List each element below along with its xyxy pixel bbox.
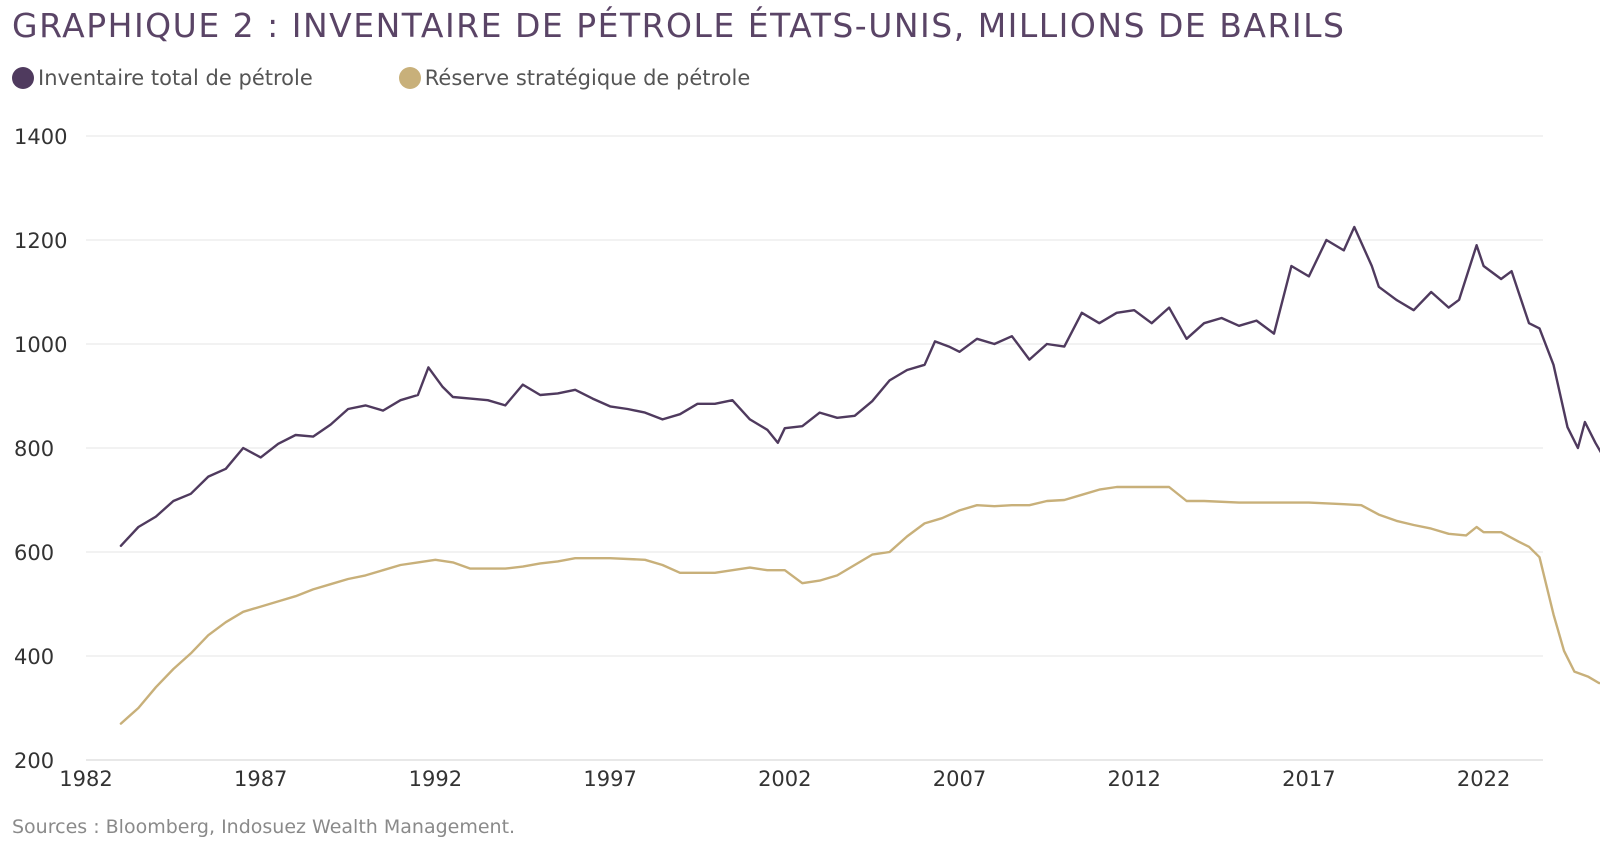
x-tick-label-2007: 2007 <box>933 767 986 791</box>
y-tick-label-1400: 1400 <box>14 125 67 149</box>
y-tick-label-1000: 1000 <box>14 333 67 357</box>
source-note: Sources : Bloomberg, Indosuez Wealth Man… <box>12 816 516 838</box>
y-tick-label-400: 400 <box>14 645 54 669</box>
x-tick-label-2017: 2017 <box>1282 767 1335 791</box>
x-tick-label-1982: 1982 <box>59 767 112 791</box>
legend: Inventaire total de pétrole Réserve stra… <box>12 66 836 90</box>
legend-swatch-total <box>12 67 34 89</box>
x-tick-label-1987: 1987 <box>234 767 287 791</box>
y-tick-label-800: 800 <box>14 437 54 461</box>
legend-swatch-strategic <box>398 67 421 89</box>
series-line-total <box>119 225 1600 547</box>
series-line-strategic <box>119 485 1600 725</box>
x-tick-label-2022: 2022 <box>1457 767 1510 791</box>
x-tick-label-2002: 2002 <box>758 767 811 791</box>
x-tick-label-1992: 1992 <box>409 767 462 791</box>
chart-title: GRAPHIQUE 2 : INVENTAIRE DE PÉTROLE ÉTAT… <box>12 6 1346 45</box>
y-tick-label-600: 600 <box>14 541 54 565</box>
legend-item-total: Inventaire total de pétrole <box>12 66 313 90</box>
legend-label-strategic: Réserve stratégique de pétrole <box>424 66 751 90</box>
x-tick-label-2012: 2012 <box>1107 767 1160 791</box>
y-tick-label-1200: 1200 <box>14 229 67 253</box>
y-tick-label-200: 200 <box>14 749 54 773</box>
x-tick-label-1997: 1997 <box>583 767 636 791</box>
legend-item-strategic: Réserve stratégique de pétrole <box>398 66 751 90</box>
legend-label-total: Inventaire total de pétrole <box>38 66 313 90</box>
